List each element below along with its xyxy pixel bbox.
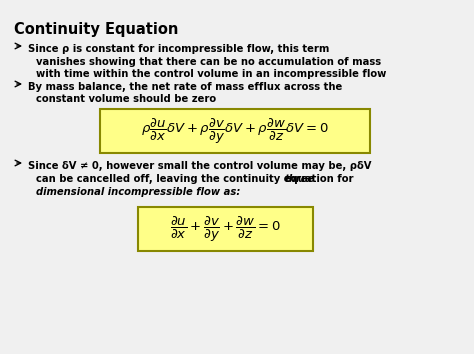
Text: Continuity Equation: Continuity Equation — [14, 22, 178, 37]
Text: Since δV ≠ 0, however small the control volume may be, ρδV: Since δV ≠ 0, however small the control … — [28, 161, 372, 171]
Text: with time within the control volume in an incompressible flow: with time within the control volume in a… — [36, 69, 386, 79]
FancyBboxPatch shape — [138, 207, 313, 251]
Text: Since ρ is constant for incompressible flow, this term: Since ρ is constant for incompressible f… — [28, 44, 329, 54]
Text: constant volume should be zero: constant volume should be zero — [36, 94, 216, 104]
Text: $\rho\dfrac{\partial u}{\partial x}\delta V + \rho\dfrac{\partial v}{\partial y}: $\rho\dfrac{\partial u}{\partial x}\delt… — [141, 116, 329, 145]
Text: dimensional incompressible flow as:: dimensional incompressible flow as: — [36, 187, 240, 197]
Text: three: three — [285, 174, 315, 184]
Text: By mass balance, the net rate of mass efflux across the: By mass balance, the net rate of mass ef… — [28, 82, 342, 92]
Text: can be cancelled off, leaving the continuity equation for: can be cancelled off, leaving the contin… — [36, 174, 357, 184]
Text: vanishes showing that there can be no accumulation of mass: vanishes showing that there can be no ac… — [36, 57, 381, 67]
Text: $\dfrac{\partial u}{\partial x}+\dfrac{\partial v}{\partial y}+\dfrac{\partial w: $\dfrac{\partial u}{\partial x}+\dfrac{\… — [170, 215, 281, 244]
FancyBboxPatch shape — [100, 109, 370, 153]
